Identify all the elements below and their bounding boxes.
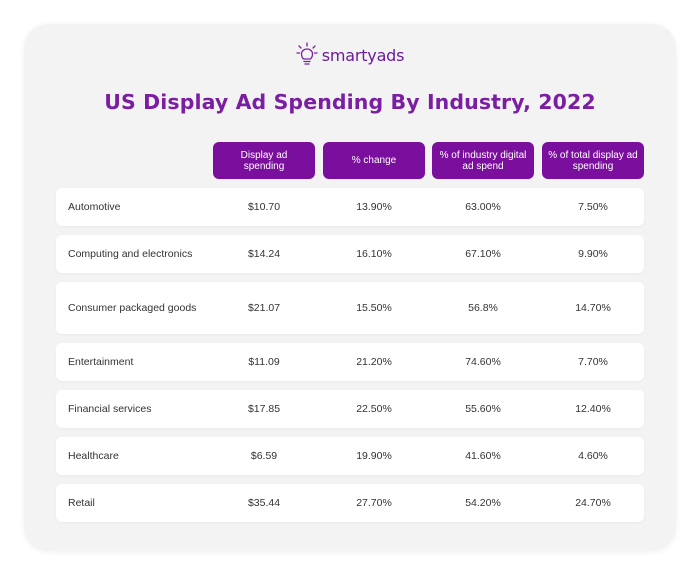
table-cell: 7.50%: [578, 201, 608, 213]
table-cell: 21.20%: [356, 356, 392, 368]
table-cell: 13.90%: [356, 201, 392, 213]
table-row: Consumer packaged goods $21.07 15.50% 56.8%…: [56, 282, 644, 334]
table-row: Entertainment $11.09 21.20% 74.60% 7.70%: [56, 343, 644, 381]
row-label: Financial services: [68, 403, 152, 415]
row-label: Computing and electronics: [68, 248, 193, 260]
brand-name: smartyads: [321, 45, 405, 65]
table-cell: 16.10%: [356, 248, 392, 260]
table-cell: 19.90%: [356, 450, 392, 462]
table-cell: 14.70%: [575, 302, 611, 314]
table-row: Computing and electronics $14.24 16.10% 67.…: [56, 235, 644, 273]
column-header: % of total display ad spending: [542, 142, 644, 179]
table-cell: 4.60%: [578, 450, 608, 462]
table-cell: $17.85: [247, 403, 281, 415]
table-cell: 74.60%: [465, 356, 501, 368]
table-cell: 41.60%: [465, 450, 501, 462]
row-label: Entertainment: [68, 356, 134, 368]
brand-logo: smartyads: [0, 40, 700, 70]
table-cell: $14.24: [247, 248, 281, 260]
row-label: Retail: [68, 497, 95, 509]
table-row: Healthcare $6.59 19.90% 41.60% 4.60%: [56, 437, 644, 475]
column-header: Display ad spending: [213, 142, 315, 179]
row-label: Automotive: [68, 201, 121, 213]
table-row: Financial services $17.85 22.50% 55.60% 12.4…: [56, 390, 644, 428]
table-cell: 15.50%: [356, 302, 392, 314]
lightbulb-icon: [296, 42, 318, 65]
table-row: Retail $35.44 27.70% 54.20% 24.70%: [56, 484, 644, 522]
chart-title: US Display Ad Spending By Industry, 2022: [104, 90, 596, 114]
table-cell: $35.44: [247, 497, 281, 509]
table-cell: 63.00%: [465, 201, 501, 213]
table-cell: 7.70%: [578, 356, 608, 368]
row-label: Consumer packaged goods: [68, 302, 197, 314]
table-cell: 27.70%: [356, 497, 392, 509]
table-cell: 55.60%: [465, 403, 501, 415]
table-cell: $6.59: [250, 450, 278, 462]
table-cell: 56.8%: [468, 302, 498, 314]
table-cell: 54.20%: [465, 497, 501, 509]
table-cell: 67.10%: [465, 248, 501, 260]
table-cell: 22.50%: [356, 403, 392, 415]
column-header: % of industry digital ad spend: [432, 142, 534, 179]
table-cell: $10.70: [247, 201, 281, 213]
table-cell: 9.90%: [578, 248, 608, 260]
table-cell: $21.07: [247, 302, 281, 314]
table-cell: 12.40%: [575, 403, 611, 415]
row-label: Healthcare: [68, 450, 119, 462]
column-header: % change: [323, 142, 425, 179]
table-row: Automotive $10.70 13.90% 63.00% 7.50%: [56, 188, 644, 226]
table-cell: $11.09: [248, 356, 280, 368]
table-cell: 24.70%: [575, 497, 611, 509]
